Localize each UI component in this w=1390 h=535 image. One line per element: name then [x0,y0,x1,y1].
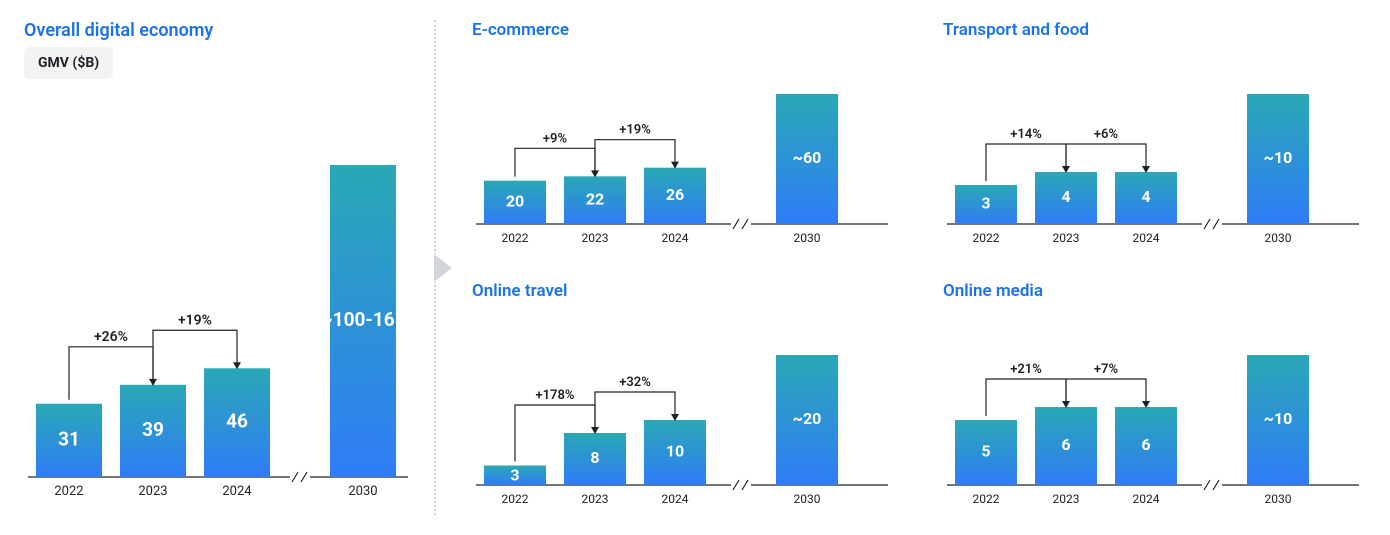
bar-value: ~60 [793,148,822,167]
bar-value: ~10 [1264,409,1293,428]
panel-ecommerce: E-commerce 20 2022 22 2023 26 2024 ~60 2030 +9% +… [472,20,895,255]
category-label: 2023 [582,492,609,506]
divider [432,20,454,515]
category-label: 2030 [1265,492,1292,506]
overall-panel: Overall digital economy GMV ($B) 3120223… [24,20,414,515]
panel-online-travel: Online travel 3 2022 8 2023 10 2024 ~20 2030 +17… [472,281,895,516]
category-label: 2022 [502,231,529,245]
panel-online-media: Online media 5 2022 6 2023 6 2024 ~10 2030 +21% +… [943,281,1366,516]
category-label: 2022 [973,492,1000,506]
gmv-badge: GMV ($B) [24,47,113,79]
panel-title: Online media [943,281,1366,301]
panel-title: E-commerce [472,20,895,40]
bar-value: 46 [226,410,248,433]
category-label: 2024 [662,492,689,506]
panels-grid: E-commerce 20 2022 22 2023 26 2024 ~60 2030 +9% +… [472,20,1366,515]
panel-title: Online travel [472,281,895,301]
growth-label: +26% [94,329,128,345]
category-label: 2024 [222,484,252,499]
panel-title: Transport and food [943,20,1366,40]
bar-value: 3 [510,465,519,484]
bar-value: 6 [1061,435,1070,454]
growth-label: +21% [1010,362,1042,377]
online-media-chart: 5 2022 6 2023 6 2024 ~10 2030 +21% +7% [943,303,1366,516]
bar-value: ~10 [1264,148,1293,167]
ecommerce-chart: 20 2022 22 2023 26 2024 ~60 2030 +9% +19% [472,42,895,255]
bar-value: 39 [142,418,164,441]
bar-value: 6 [1141,435,1150,454]
growth-label: +7% [1094,362,1119,377]
bar-value: 26 [666,185,684,204]
bar-value: 4 [1061,187,1070,206]
category-label: 2023 [582,231,609,245]
category-label: 2030 [794,231,821,245]
category-label: 2022 [973,231,1000,245]
overall-title: Overall digital economy [24,20,414,41]
category-label: 2030 [794,492,821,506]
bar-value: ~20 [793,409,822,428]
category-label: 2023 [1053,231,1080,245]
category-label: 2030 [1265,231,1292,245]
category-label: 2023 [138,484,167,499]
category-label: 2022 [502,492,529,506]
panel-transport-food: Transport and food 3 2022 4 2023 4 2024 ~10 203… [943,20,1366,255]
transport-food-chart: 3 2022 4 2023 4 2024 ~10 2030 +14% +6% [943,42,1366,255]
layout: Overall digital economy GMV ($B) 3120223… [24,20,1366,515]
bar-value: 5 [981,441,990,460]
growth-label: +14% [1010,127,1042,142]
bar-value: 20 [506,192,524,211]
online-travel-chart: 3 2022 8 2023 10 2024 ~20 2030 +178% +32% [472,303,895,516]
bar-value: 8 [590,448,599,467]
bar-value: 31 [58,427,80,450]
growth-label: +9% [543,131,568,146]
category-label: 2030 [348,484,377,499]
bar-value: 10 [666,441,684,460]
category-label: 2023 [1053,492,1080,506]
bar-value: 3 [981,194,990,213]
category-label: 2022 [54,484,83,499]
growth-label: +19% [619,123,651,138]
category-label: 2024 [1133,492,1160,506]
category-label: 2024 [662,231,689,245]
growth-label: +178% [535,388,574,403]
growth-label: +32% [619,375,651,390]
category-label: 2024 [1133,231,1160,245]
growth-label: +6% [1094,127,1119,142]
bar-value: 22 [586,189,604,208]
overall-chart: 31 2022 39 2023 46 2024 ~100-165 2030 +26% +19% [24,85,414,515]
chevron-right-icon [434,254,452,282]
growth-label: +19% [178,312,212,328]
bar-value: ~100-165 [320,308,405,331]
bar-value: 4 [1141,187,1150,206]
